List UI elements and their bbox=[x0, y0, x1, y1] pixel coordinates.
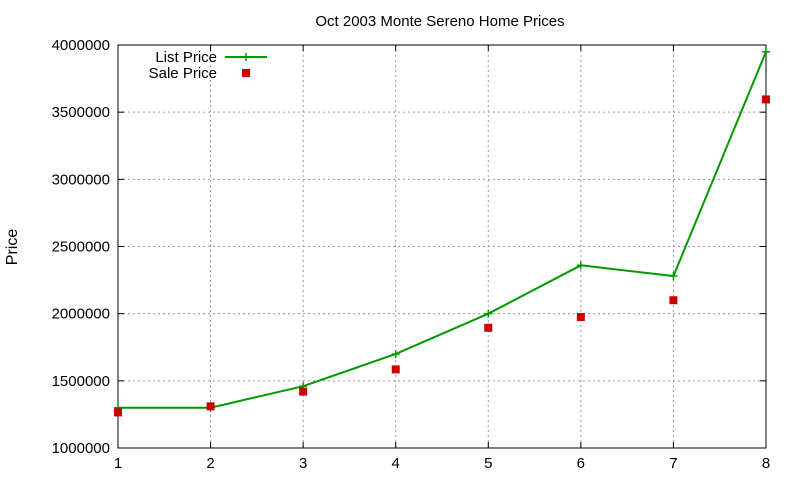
y-tick-label: 1000000 bbox=[52, 440, 110, 457]
sale-price-point bbox=[299, 387, 308, 396]
y-tick-label: 3500000 bbox=[52, 104, 110, 121]
y-tick-label: 2500000 bbox=[52, 239, 110, 256]
y-tick-label: 1500000 bbox=[52, 373, 110, 390]
list-price-point bbox=[762, 47, 770, 56]
x-tick-label: 5 bbox=[484, 455, 492, 472]
sale-price-point bbox=[391, 365, 400, 374]
series-line-list-price bbox=[118, 51, 767, 409]
legend-label: Sale Price bbox=[149, 65, 217, 82]
sale-price-point bbox=[206, 402, 215, 411]
x-tick-label: 8 bbox=[762, 455, 770, 472]
list-price-point bbox=[391, 349, 400, 358]
y-tick-label: 3000000 bbox=[52, 171, 110, 188]
x-tick-label: 1 bbox=[114, 455, 122, 472]
plot-frame bbox=[117, 44, 767, 449]
legend-square-marker bbox=[242, 69, 250, 77]
legend-plus-marker bbox=[242, 53, 250, 61]
list-price-point bbox=[669, 272, 678, 281]
list-price-point bbox=[484, 309, 493, 318]
x-tick-label: 6 bbox=[577, 455, 585, 472]
plot-area bbox=[114, 47, 770, 417]
x-tick-label: 4 bbox=[392, 455, 400, 472]
y-axis-label: Price bbox=[4, 229, 21, 266]
sale-price-point bbox=[576, 313, 585, 322]
x-tick-label: 3 bbox=[299, 455, 307, 472]
sale-price-point bbox=[114, 408, 122, 417]
chart-title: Oct 2003 Monte Sereno Home Prices bbox=[315, 13, 564, 30]
y-tick-label: 4000000 bbox=[52, 37, 110, 54]
x-tick-label: 2 bbox=[206, 455, 214, 472]
y-tick-label: 2000000 bbox=[52, 306, 110, 323]
sale-price-point bbox=[484, 323, 493, 332]
legend-label: List Price bbox=[155, 49, 217, 66]
sale-price-point bbox=[762, 95, 770, 104]
axes: 1 2 3 4 5 6 7 8 1000000 1500000 2000000 2500000 3000… bbox=[52, 37, 771, 472]
list-price-point bbox=[576, 261, 585, 270]
grid-lines bbox=[118, 45, 766, 448]
x-tick-label: 7 bbox=[669, 455, 677, 472]
sale-price-point bbox=[669, 296, 678, 305]
